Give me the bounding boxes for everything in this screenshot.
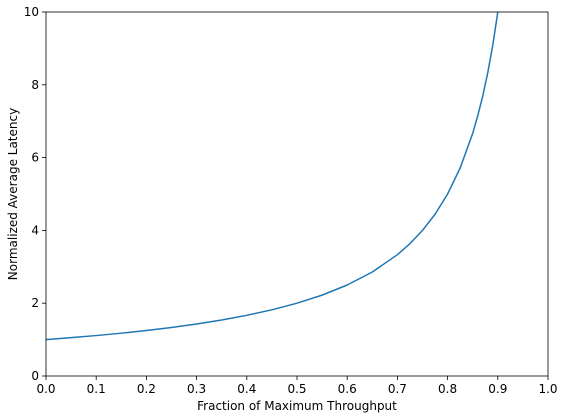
x-tick-label: 1.0 — [538, 382, 557, 396]
y-tick-label: 8 — [31, 78, 39, 92]
x-tick-label: 0.8 — [438, 382, 457, 396]
x-tick-label: 0.4 — [237, 382, 256, 396]
x-tick-label: 0.2 — [137, 382, 156, 396]
y-tick-label: 0 — [31, 369, 39, 383]
y-tick-label: 2 — [31, 296, 39, 310]
x-tick-label: 0.1 — [87, 382, 106, 396]
x-tick-label: 0.0 — [36, 382, 55, 396]
x-tick-label: 0.7 — [388, 382, 407, 396]
x-axis-label: Fraction of Maximum Throughput — [197, 399, 397, 413]
x-tick-label: 0.9 — [488, 382, 507, 396]
y-tick-label: 10 — [24, 5, 39, 19]
series-line — [45, 11, 499, 341]
plot-frame — [45, 11, 549, 377]
ticks-layer: 0.0 0.1 0.2 0.3 0.4 0.5 0.6 0.7 0.8 0.9 1.0 0 2 4 6 8 10 — [24, 5, 558, 396]
series-layer — [45, 11, 499, 341]
x-tick-label: 0.3 — [187, 382, 206, 396]
plot-background — [46, 12, 548, 376]
y-tick-label: 6 — [31, 151, 39, 165]
x-tick-label: 0.6 — [338, 382, 357, 396]
x-tick-label: 0.5 — [287, 382, 306, 396]
y-tick-label: 4 — [31, 223, 39, 237]
y-axis-label: Normalized Average Latency — [6, 108, 20, 280]
